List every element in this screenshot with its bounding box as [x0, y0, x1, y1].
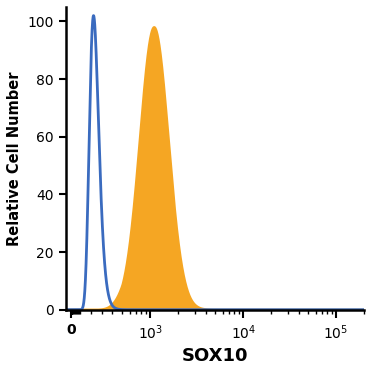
X-axis label: SOX10: SOX10 [182, 347, 248, 365]
Y-axis label: Relative Cell Number: Relative Cell Number [7, 71, 22, 246]
